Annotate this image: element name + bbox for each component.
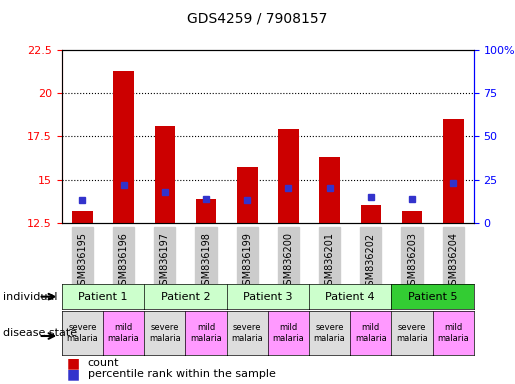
- Text: mild
malaria: mild malaria: [108, 323, 140, 343]
- Bar: [278, 129, 299, 223]
- Bar: [113, 71, 134, 223]
- Bar: [154, 126, 175, 223]
- Text: mild
malaria: mild malaria: [355, 323, 387, 343]
- Text: ■: ■: [67, 367, 80, 381]
- Text: mild
malaria: mild malaria: [190, 323, 222, 343]
- Text: severe
malaria: severe malaria: [314, 323, 346, 343]
- Text: individual: individual: [3, 291, 57, 302]
- Text: severe
malaria: severe malaria: [231, 323, 263, 343]
- Text: Patient 4: Patient 4: [325, 291, 375, 302]
- Text: Patient 1: Patient 1: [78, 291, 128, 302]
- Text: severe
malaria: severe malaria: [149, 323, 181, 343]
- Text: severe
malaria: severe malaria: [66, 323, 98, 343]
- Bar: [237, 167, 258, 223]
- Text: GDS4259 / 7908157: GDS4259 / 7908157: [187, 12, 328, 25]
- Bar: [443, 119, 464, 223]
- Text: Patient 2: Patient 2: [161, 291, 210, 302]
- Text: mild
malaria: mild malaria: [437, 323, 469, 343]
- Bar: [319, 157, 340, 223]
- Bar: [72, 211, 93, 223]
- Text: disease state: disease state: [3, 328, 77, 338]
- Text: severe
malaria: severe malaria: [396, 323, 428, 343]
- Text: count: count: [88, 358, 119, 368]
- Bar: [402, 211, 422, 223]
- Text: Patient 5: Patient 5: [408, 291, 457, 302]
- Bar: [196, 199, 216, 223]
- Bar: [360, 205, 381, 223]
- Text: mild
malaria: mild malaria: [272, 323, 304, 343]
- Text: ■: ■: [67, 356, 80, 370]
- Text: percentile rank within the sample: percentile rank within the sample: [88, 369, 276, 379]
- Text: Patient 3: Patient 3: [243, 291, 293, 302]
